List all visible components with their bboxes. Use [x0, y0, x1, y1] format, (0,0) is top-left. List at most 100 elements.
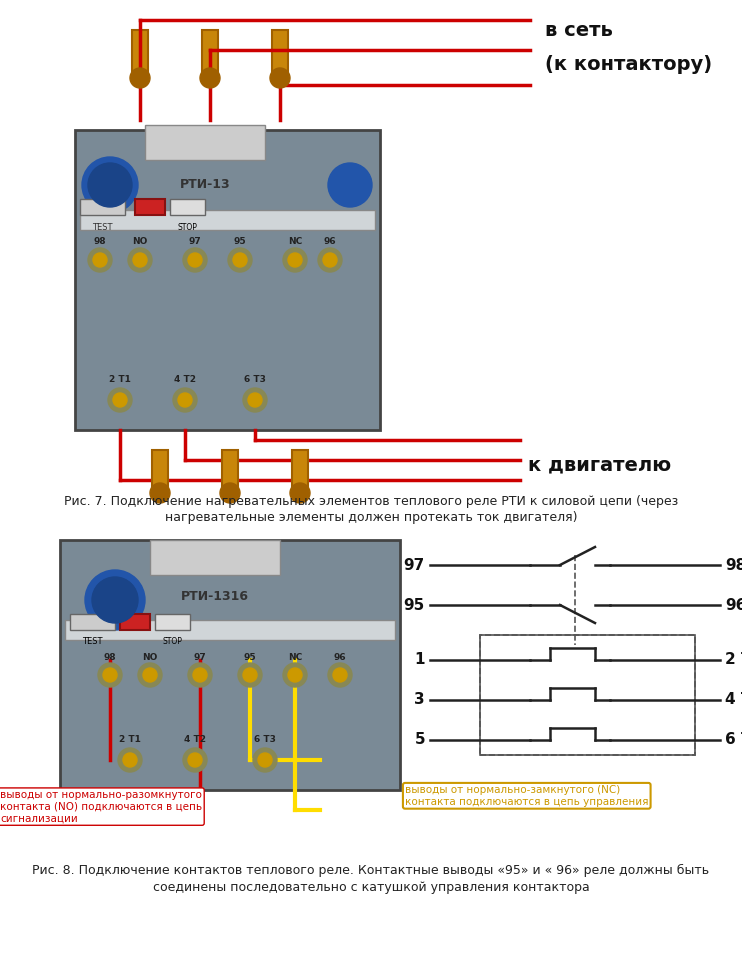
- Text: 2 T1: 2 T1: [119, 736, 141, 744]
- Bar: [80, 210, 375, 230]
- Circle shape: [130, 68, 150, 88]
- Circle shape: [228, 248, 252, 272]
- Circle shape: [243, 388, 267, 412]
- Circle shape: [258, 753, 272, 767]
- Text: 95: 95: [404, 598, 425, 612]
- Text: NO: NO: [142, 654, 158, 662]
- Text: NC: NC: [288, 237, 302, 247]
- Text: к двигателю: к двигателю: [528, 456, 671, 474]
- Text: 95: 95: [243, 654, 256, 662]
- Text: 4 T2: 4 T2: [725, 692, 742, 708]
- Circle shape: [233, 253, 247, 267]
- Circle shape: [113, 393, 127, 407]
- Text: 6 T3: 6 T3: [254, 736, 276, 744]
- Circle shape: [92, 577, 138, 623]
- Circle shape: [85, 570, 145, 630]
- Text: Рис. 7. Подключение нагревательных элементов теплового реле РТИ к силовой цепи (: Рис. 7. Подключение нагревательных элеме…: [64, 495, 678, 508]
- Circle shape: [88, 163, 132, 207]
- Circle shape: [270, 68, 290, 88]
- Circle shape: [150, 483, 170, 503]
- Circle shape: [328, 163, 372, 207]
- Text: 4 T2: 4 T2: [174, 376, 196, 385]
- Text: 95: 95: [234, 237, 246, 247]
- Text: 96: 96: [334, 654, 347, 662]
- Circle shape: [238, 663, 262, 687]
- Text: 97: 97: [188, 237, 201, 247]
- Text: 98: 98: [93, 237, 106, 247]
- Circle shape: [318, 248, 342, 272]
- Bar: [480, 635, 695, 755]
- Circle shape: [288, 668, 302, 682]
- Bar: [152, 450, 168, 495]
- Text: 98: 98: [104, 654, 116, 662]
- Circle shape: [288, 253, 302, 267]
- Bar: [222, 450, 238, 495]
- Circle shape: [248, 393, 262, 407]
- Text: NC: NC: [288, 654, 302, 662]
- Circle shape: [243, 668, 257, 682]
- Circle shape: [93, 253, 107, 267]
- Text: РТИ-13: РТИ-13: [180, 178, 230, 192]
- Bar: [80, 199, 125, 215]
- Bar: [65, 620, 395, 640]
- Text: 96: 96: [725, 598, 742, 612]
- Text: STOP: STOP: [177, 223, 197, 231]
- Circle shape: [220, 483, 240, 503]
- Circle shape: [138, 663, 162, 687]
- Bar: [135, 199, 165, 215]
- Circle shape: [183, 248, 207, 272]
- Circle shape: [253, 748, 277, 772]
- Circle shape: [188, 753, 202, 767]
- Circle shape: [98, 663, 122, 687]
- Text: соединены последовательно с катушкой управления контактора: соединены последовательно с катушкой упр…: [153, 881, 589, 895]
- Text: РТИ-1316: РТИ-1316: [181, 591, 249, 603]
- Text: выводы от нормально-разомкнутого
контакта (NO) подключаются в цепь
сигнализации: выводы от нормально-разомкнутого контакт…: [0, 790, 202, 823]
- Circle shape: [290, 483, 310, 503]
- Circle shape: [173, 388, 197, 412]
- Circle shape: [82, 157, 138, 213]
- Circle shape: [143, 668, 157, 682]
- Text: 97: 97: [404, 557, 425, 573]
- Bar: [202, 30, 218, 80]
- Circle shape: [123, 753, 137, 767]
- Circle shape: [328, 663, 352, 687]
- Text: 6 T3: 6 T3: [244, 376, 266, 385]
- Bar: [120, 614, 150, 630]
- Circle shape: [178, 393, 192, 407]
- Bar: [480, 635, 695, 755]
- Text: 2 T1: 2 T1: [725, 653, 742, 667]
- Circle shape: [88, 248, 112, 272]
- Text: 98: 98: [725, 557, 742, 573]
- Text: 5: 5: [414, 733, 425, 747]
- Bar: [155, 614, 190, 630]
- Circle shape: [323, 253, 337, 267]
- Text: TEST: TEST: [92, 223, 112, 231]
- Circle shape: [118, 748, 142, 772]
- Circle shape: [188, 253, 202, 267]
- Circle shape: [188, 663, 212, 687]
- Circle shape: [103, 668, 117, 682]
- Bar: [292, 450, 308, 495]
- Text: Рис. 8. Подключение контактов теплового реле. Контактные выводы «95» и « 96» рел: Рис. 8. Подключение контактов теплового …: [33, 864, 709, 876]
- Text: 96: 96: [324, 237, 336, 247]
- Text: 3: 3: [414, 692, 425, 708]
- Circle shape: [183, 748, 207, 772]
- Circle shape: [133, 253, 147, 267]
- Circle shape: [283, 663, 307, 687]
- Text: в сеть: в сеть: [545, 20, 613, 40]
- Text: STOP: STOP: [162, 637, 182, 647]
- Bar: [75, 130, 380, 430]
- Circle shape: [108, 388, 132, 412]
- Text: 1: 1: [415, 653, 425, 667]
- Circle shape: [193, 668, 207, 682]
- Text: TEST: TEST: [82, 637, 102, 647]
- Bar: [150, 540, 280, 575]
- Bar: [132, 30, 148, 80]
- Text: 97: 97: [194, 654, 206, 662]
- Bar: [145, 125, 265, 160]
- Text: 4 T2: 4 T2: [184, 736, 206, 744]
- Bar: [170, 199, 205, 215]
- Text: (к контактору): (к контактору): [545, 56, 712, 74]
- Text: NO: NO: [132, 237, 148, 247]
- Text: выводы от нормально-замкнутого (NC)
контакта подключаются в цепь управления: выводы от нормально-замкнутого (NC) конт…: [405, 785, 649, 807]
